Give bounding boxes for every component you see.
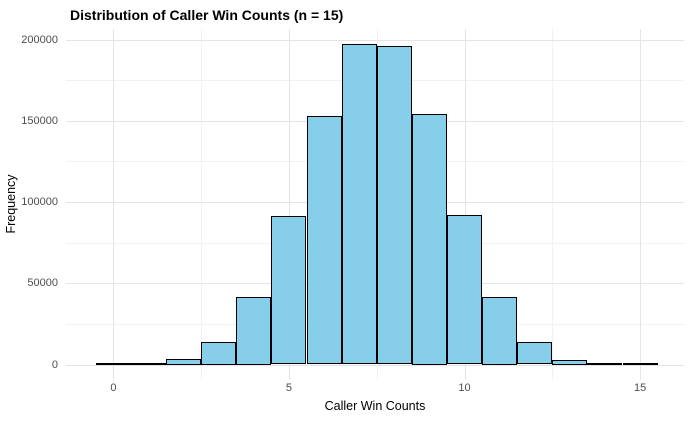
histogram-bar — [131, 362, 167, 365]
histogram-bar — [376, 45, 412, 365]
histogram-bar — [411, 114, 447, 365]
y-tick-label: 0 — [51, 358, 58, 371]
gridline-major — [640, 29, 641, 380]
x-tick-label: 15 — [633, 382, 647, 394]
gridline-major — [113, 29, 114, 380]
gridline-major — [66, 365, 684, 366]
histogram-bar — [201, 341, 237, 365]
gridline-minor — [201, 29, 202, 380]
histogram-bar — [236, 296, 272, 365]
histogram-bar — [622, 362, 658, 365]
gridline-major — [66, 40, 684, 41]
x-tick-label: 5 — [285, 382, 293, 394]
plot-panel — [66, 29, 684, 380]
y-tick-label: 50000 — [27, 277, 58, 290]
x-axis-title: Caller Win Counts — [324, 399, 426, 413]
chart-title: Distribution of Caller Win Counts (n = 1… — [70, 7, 344, 23]
x-tick-label: 0 — [110, 382, 117, 394]
histogram-bar — [482, 297, 518, 365]
histogram-bar — [552, 359, 588, 365]
y-tick-label: 150000 — [21, 114, 58, 127]
gridline-minor — [552, 29, 553, 380]
x-tick-label: 10 — [458, 382, 471, 394]
histogram-bar — [447, 214, 483, 365]
histogram-bar — [341, 44, 377, 365]
histogram-bar — [517, 342, 553, 365]
gridline-major — [289, 29, 290, 380]
histogram-bar — [166, 359, 202, 365]
histogram-bar — [271, 215, 307, 365]
histogram-bar — [587, 362, 623, 365]
histogram-bar — [306, 115, 342, 365]
histogram-bar — [95, 362, 131, 365]
y-tick-label: 100000 — [21, 196, 58, 209]
gridline-major — [465, 29, 466, 380]
y-tick-label: 200000 — [21, 33, 58, 46]
